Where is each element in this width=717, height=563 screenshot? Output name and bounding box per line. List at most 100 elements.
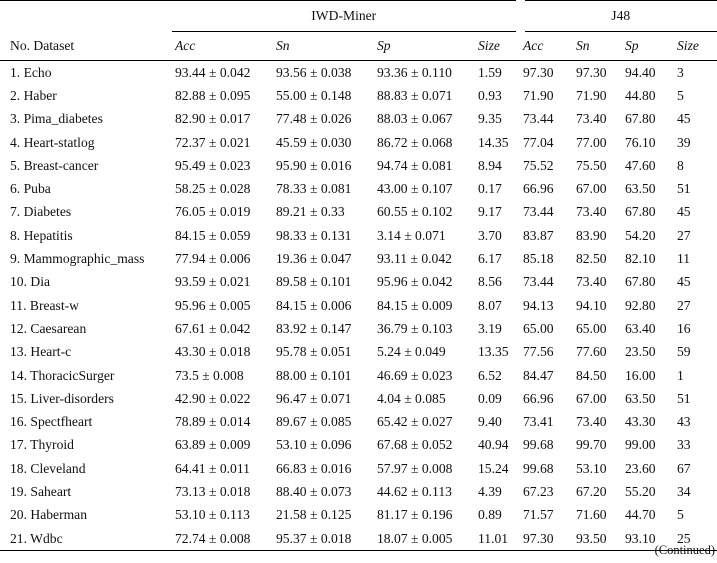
j48-size-cell: 51	[677, 390, 691, 406]
iwd-acc-cell: 67.61 ± 0.042	[175, 320, 251, 336]
table-row: 4. Heart-statlog 72.37 ± 0.021 45.59 ± 0.0…	[0, 131, 717, 154]
column-header-no-dataset: No. Dataset	[0, 31, 172, 61]
j48-acc-cell: 83.87	[523, 227, 554, 243]
iwd-size-cell: 6.17	[478, 251, 502, 267]
iwd-acc-cell: 63.89 ± 0.009	[175, 437, 251, 453]
j48-acc-cell: 77.04	[523, 134, 554, 150]
j48-size-cell: 45	[677, 274, 691, 290]
header-blank	[0, 0, 172, 32]
iwd-acc-cell: 42.90 ± 0.022	[175, 390, 251, 406]
j48-acc-cell: 67.23	[523, 483, 554, 499]
j48-sp-cell: 63.50	[625, 390, 656, 406]
dataset-cell: 6. Puba	[10, 181, 51, 197]
j48-size-cell: 67	[677, 460, 691, 476]
table-row: 9. Mammographic_mass 77.94 ± 0.006 19.36 ±…	[0, 247, 717, 270]
j48-size-cell: 3	[677, 64, 684, 80]
dataset-cell: 9. Mammographic_mass	[10, 251, 145, 267]
table-row: 17. Thyroid 63.89 ± 0.009 53.10 ± 0.096 67.…	[0, 434, 717, 457]
iwd-sn-cell: 93.56 ± 0.038	[276, 64, 352, 80]
iwd-sn-cell: 45.59 ± 0.030	[276, 134, 352, 150]
iwd-acc-cell: 82.88 ± 0.095	[175, 87, 251, 103]
iwd-sp-cell: 95.96 ± 0.042	[377, 274, 453, 290]
j48-sn-cell: 77.00	[576, 134, 607, 150]
iwd-sn-cell: 88.00 ± 0.101	[276, 367, 352, 383]
iwd-acc-cell: 73.5 ± 0.008	[175, 367, 244, 383]
table-row: 15. Liver-disorders 42.90 ± 0.022 96.47 ± …	[0, 387, 717, 410]
j48-sp-cell: 67.80	[625, 274, 656, 290]
group-header-j48: J48	[520, 0, 717, 32]
dataset-cell: 12. Caesarean	[10, 320, 87, 336]
iwd-acc-cell: 93.44 ± 0.042	[175, 64, 251, 80]
j48-size-cell: 43	[677, 414, 691, 430]
j48-sn-cell: 67.00	[576, 390, 607, 406]
j48-acc-cell: 75.52	[523, 157, 554, 173]
iwd-size-cell: 0.17	[478, 181, 502, 197]
column-header-j48-acc: Acc	[520, 31, 573, 61]
j48-sn-cell: 83.90	[576, 227, 607, 243]
iwd-sn-cell: 84.15 ± 0.006	[276, 297, 352, 313]
iwd-sp-cell: 93.11 ± 0.042	[377, 251, 452, 267]
j48-size-cell: 59	[677, 344, 691, 360]
j48-acc-cell: 99.68	[523, 460, 554, 476]
j48-size-cell: 27	[677, 297, 691, 313]
j48-sp-cell: 54.20	[625, 227, 656, 243]
table-row: 3. Pima_diabetes 82.90 ± 0.017 77.48 ± 0.0…	[0, 108, 717, 131]
table-row: 20. Haberman 53.10 ± 0.113 21.58 ± 0.125 81…	[0, 504, 717, 527]
iwd-acc-cell: 76.05 ± 0.019	[175, 204, 251, 220]
dataset-cell: 2. Haber	[10, 87, 57, 103]
j48-sn-cell: 84.50	[576, 367, 607, 383]
dataset-cell: 7. Diabetes	[10, 204, 72, 220]
iwd-sp-cell: 57.97 ± 0.008	[377, 460, 453, 476]
iwd-acc-cell: 58.25 ± 0.028	[175, 181, 251, 197]
j48-size-cell: 27	[677, 227, 691, 243]
j48-acc-cell: 65.00	[523, 320, 554, 336]
iwd-size-cell: 40.94	[478, 437, 509, 453]
j48-size-cell: 45	[677, 111, 691, 127]
table-body: 1. Echo 93.44 ± 0.042 93.56 ± 0.038 93.36 ±…	[0, 61, 717, 552]
iwd-acc-cell: 72.37 ± 0.021	[175, 134, 251, 150]
iwd-sn-cell: 53.10 ± 0.096	[276, 437, 352, 453]
table-row: 13. Heart-c 43.30 ± 0.018 95.78 ± 0.051 5.2…	[0, 341, 717, 364]
table-row: 12. Caesarean 67.61 ± 0.042 83.92 ± 0.147 3…	[0, 317, 717, 340]
j48-acc-cell: 84.47	[523, 367, 554, 383]
iwd-sn-cell: 95.90 ± 0.016	[276, 157, 352, 173]
dataset-cell: 16. Spectfheart	[10, 414, 93, 430]
dataset-cell: 10. Dia	[10, 274, 51, 290]
j48-size-cell: 25	[674, 526, 717, 552]
table-row: 11. Breast-w 95.96 ± 0.005 84.15 ± 0.006 84…	[0, 294, 717, 317]
j48-sp-cell: 92.80	[625, 297, 656, 313]
table-row: 18. Cleveland 64.41 ± 0.011 66.83 ± 0.016 5…	[0, 457, 717, 480]
j48-acc-cell: 71.90	[523, 87, 554, 103]
iwd-sp-cell: 88.83 ± 0.071	[377, 87, 453, 103]
iwd-sn-cell: 98.33 ± 0.131	[276, 227, 352, 243]
j48-acc-cell: 71.57	[523, 507, 554, 523]
j48-acc-cell: 73.44	[523, 111, 554, 127]
iwd-sn-cell: 89.67 ± 0.085	[276, 414, 352, 430]
table-row: 7. Diabetes 76.05 ± 0.019 89.21 ± 0.33 60.5…	[0, 201, 717, 224]
j48-sp-cell: 44.70	[625, 507, 656, 523]
iwd-size-cell: 4.39	[478, 483, 502, 499]
j48-acc-cell: 97.30	[520, 526, 573, 552]
j48-sn-cell: 71.90	[576, 87, 607, 103]
iwd-size-cell: 9.35	[478, 111, 502, 127]
j48-size-cell: 5	[677, 87, 684, 103]
iwd-sp-cell: 93.36 ± 0.110	[377, 64, 452, 80]
iwd-sn-cell: 89.21 ± 0.33	[276, 204, 345, 220]
iwd-sn-cell: 19.36 ± 0.047	[276, 251, 352, 267]
j48-acc-cell: 77.56	[523, 344, 554, 360]
iwd-acc-cell: 73.13 ± 0.018	[175, 483, 251, 499]
iwd-sp-cell: 3.14 ± 0.071	[377, 227, 446, 243]
dataset-cell: 3. Pima_diabetes	[10, 111, 103, 127]
j48-sp-cell: 82.10	[625, 251, 656, 267]
iwd-size-cell: 14.35	[478, 134, 509, 150]
iwd-sn-cell: 55.00 ± 0.148	[276, 87, 352, 103]
iwd-sn-cell: 83.92 ± 0.147	[276, 320, 352, 336]
iwd-acc-cell: 82.90 ± 0.017	[175, 111, 251, 127]
j48-sn-cell: 94.10	[576, 297, 607, 313]
iwd-size-cell: 0.93	[478, 87, 502, 103]
j48-size-cell: 8	[677, 157, 684, 173]
table-row: 16. Spectfheart 78.89 ± 0.014 89.67 ± 0.08…	[0, 410, 717, 433]
column-header-j48-size: Size	[674, 31, 717, 61]
j48-sn-cell: 97.30	[576, 64, 607, 80]
